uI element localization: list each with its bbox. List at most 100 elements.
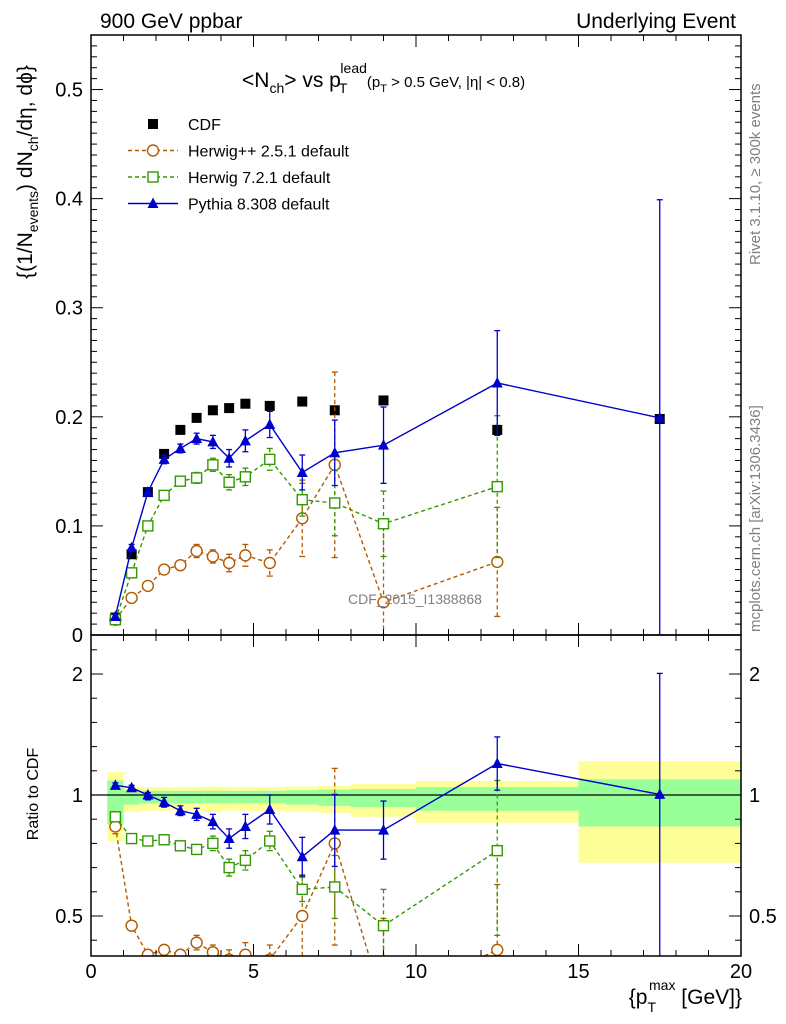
pythia-8-308-default-point <box>296 466 308 477</box>
mcplots-label: mcplots.cern.ch [arXiv:1306.3436] <box>747 405 764 632</box>
cdf-point <box>126 549 137 560</box>
header-left: 900 GeV ppbar <box>100 10 242 33</box>
x-tick-label: 10 <box>405 961 427 983</box>
herwig-7-2-1-default-point <box>125 567 138 579</box>
ratio-y-tick-label-right: 0.5 <box>749 906 777 928</box>
legend-marker <box>147 171 159 183</box>
cdf-point <box>207 405 218 416</box>
pythia-8-308-default-ratio-point <box>207 815 219 827</box>
herwig-7-2-1-default-point <box>174 475 187 487</box>
herwig-7-2-1-default-ratio-point <box>223 861 235 874</box>
herwig-2-5-1-default-ratio-point <box>190 936 203 949</box>
herwig-7-2-1-default-point <box>377 518 390 530</box>
pythia-8-308-default-ratio-point <box>296 850 308 862</box>
herwig-7-2-1-default-point <box>207 459 219 471</box>
x-tick-label: 0 <box>85 961 96 983</box>
x-tick-label: 15 <box>567 961 589 983</box>
herwig-7-2-1-default-ratio-point <box>158 834 170 846</box>
legend-label: Herwig++ 2.5.1 default <box>188 144 350 161</box>
herwig-2-5-1-default-point <box>190 544 203 558</box>
herwig-7-2-1-default-point <box>158 489 170 502</box>
herwig-2-5-1-default-ratio-point <box>378 998 389 1009</box>
herwig-2-5-1-default-ratio-point <box>125 919 138 932</box>
cdf-stat-band <box>237 790 254 804</box>
pythia-8-308-default-ratio-point <box>329 824 341 835</box>
pythia-8-308-default-point <box>491 377 503 388</box>
herwig-7-2-1-default-point <box>296 494 308 506</box>
herwig-7-2-1-default-point <box>329 497 341 509</box>
herwig-2-5-1-default-point <box>239 549 252 562</box>
pythia-8-308-default-point <box>378 439 389 450</box>
herwig-2-5-1-default-point <box>157 563 171 576</box>
watermark: CDF_2015_I1388868 <box>348 591 482 607</box>
pythia-8-308-default-point <box>264 418 276 429</box>
legend-label: Herwig 7.2.1 default <box>188 170 331 187</box>
pythia-8-308-default-ratio-point <box>654 788 666 799</box>
herwig-7-2-1-default-point <box>239 471 252 483</box>
herwig-2-5-1-default-point <box>377 596 390 609</box>
x-tick-label: 5 <box>248 961 259 983</box>
pythia-8-308-default-point <box>654 411 666 423</box>
pythia-8-308-default-point <box>142 486 154 497</box>
legend-label: CDF <box>188 117 221 134</box>
pythia-8-308-default-ratio-point <box>109 779 121 790</box>
rivet-label: Rivet 3.1.10, ≥ 300k events <box>747 83 764 265</box>
cdf-stat-band <box>172 790 189 804</box>
main-y-tick-label: 0 <box>72 625 83 647</box>
herwig-7-2-1-default-ratio-point <box>174 840 187 852</box>
herwig-2-5-1-default-point <box>263 556 276 570</box>
legend-label: Pythia 8.308 default <box>188 197 330 214</box>
herwig-7-2-1-default-ratio-point <box>142 835 154 847</box>
cdf-stat-band <box>188 790 205 804</box>
cdf-point <box>264 400 275 411</box>
ratio-y-tick-label: 1 <box>72 785 83 807</box>
legend-item: Herwig 7.2.1 default <box>128 170 331 187</box>
cdf-stat-band <box>204 790 221 804</box>
pythia-8-308-default-ratio-point <box>158 796 170 807</box>
herwig-7-2-1-default-ratio-point <box>125 832 138 845</box>
pythia-8-308-default-ratio-point <box>191 808 203 819</box>
herwig-2-5-1-default-ratio-point <box>296 909 309 923</box>
ratio-y-tick-label-right: 1 <box>749 785 760 807</box>
pythia-8-308-default-point <box>109 610 121 621</box>
pythia-8-308-default-point <box>191 432 203 444</box>
cdf-point <box>240 398 251 409</box>
herwig-7-2-1-default-ratio-line <box>114 816 498 927</box>
pythia-8-308-default-ratio-point <box>264 803 276 815</box>
cdf-stat-band <box>123 790 140 805</box>
pythia-8-308-default-point <box>126 541 138 553</box>
main-y-tick-label: 0.5 <box>55 80 83 102</box>
legend-marker <box>146 144 160 157</box>
herwig-7-2-1-default-ratio-point <box>239 854 252 867</box>
pythia-8-308-default-point <box>207 435 219 447</box>
herwig-7-2-1-default-ratio-point <box>377 919 390 932</box>
ratio-y-tick-label-right: 2 <box>749 664 760 686</box>
herwig-7-2-1-default-ratio-point <box>207 837 219 850</box>
cdf-point <box>175 424 186 435</box>
herwig-2-5-1-default-ratio-point <box>206 946 220 956</box>
pythia-8-308-default-point <box>223 452 235 463</box>
pythia-8-308-default-point <box>329 446 341 458</box>
cdf-stat-band <box>221 790 238 804</box>
ratio-y-axis-label: Ratio to CDF <box>25 748 42 841</box>
herwig-2-5-1-default-ratio-point <box>157 943 171 956</box>
cdf-point <box>191 412 202 423</box>
herwig-2-5-1-default-ratio-point <box>239 948 252 956</box>
herwig-2-5-1-default-ratio-point <box>141 948 155 956</box>
herwig-2-5-1-default-ratio-point <box>109 820 122 833</box>
pythia-8-308-default-ratio-point <box>126 781 138 793</box>
herwig-2-5-1-default-point <box>125 591 138 605</box>
x-axis-label: {pTmax [GeV]} <box>629 977 742 1015</box>
pythia-8-308-default-ratio-point <box>491 757 503 769</box>
herwig-7-2-1-default-point <box>491 480 503 493</box>
herwig-7-2-1-default-ratio-point <box>491 844 503 857</box>
legend-item: Pythia 8.308 default <box>128 197 330 214</box>
x-tick-label: 20 <box>730 961 752 983</box>
main-y-axis-label: {(1/Nevents) dNch/dη, dϕ} <box>14 65 41 279</box>
pythia-8-308-default-point <box>239 434 251 446</box>
cdf-point <box>224 403 235 414</box>
herwig-7-2-1-default-ratio-point <box>109 811 122 823</box>
cdf-point <box>378 395 389 406</box>
cdf-stat-band <box>286 790 319 805</box>
ratio-y-tick-label: 0.5 <box>55 906 83 928</box>
